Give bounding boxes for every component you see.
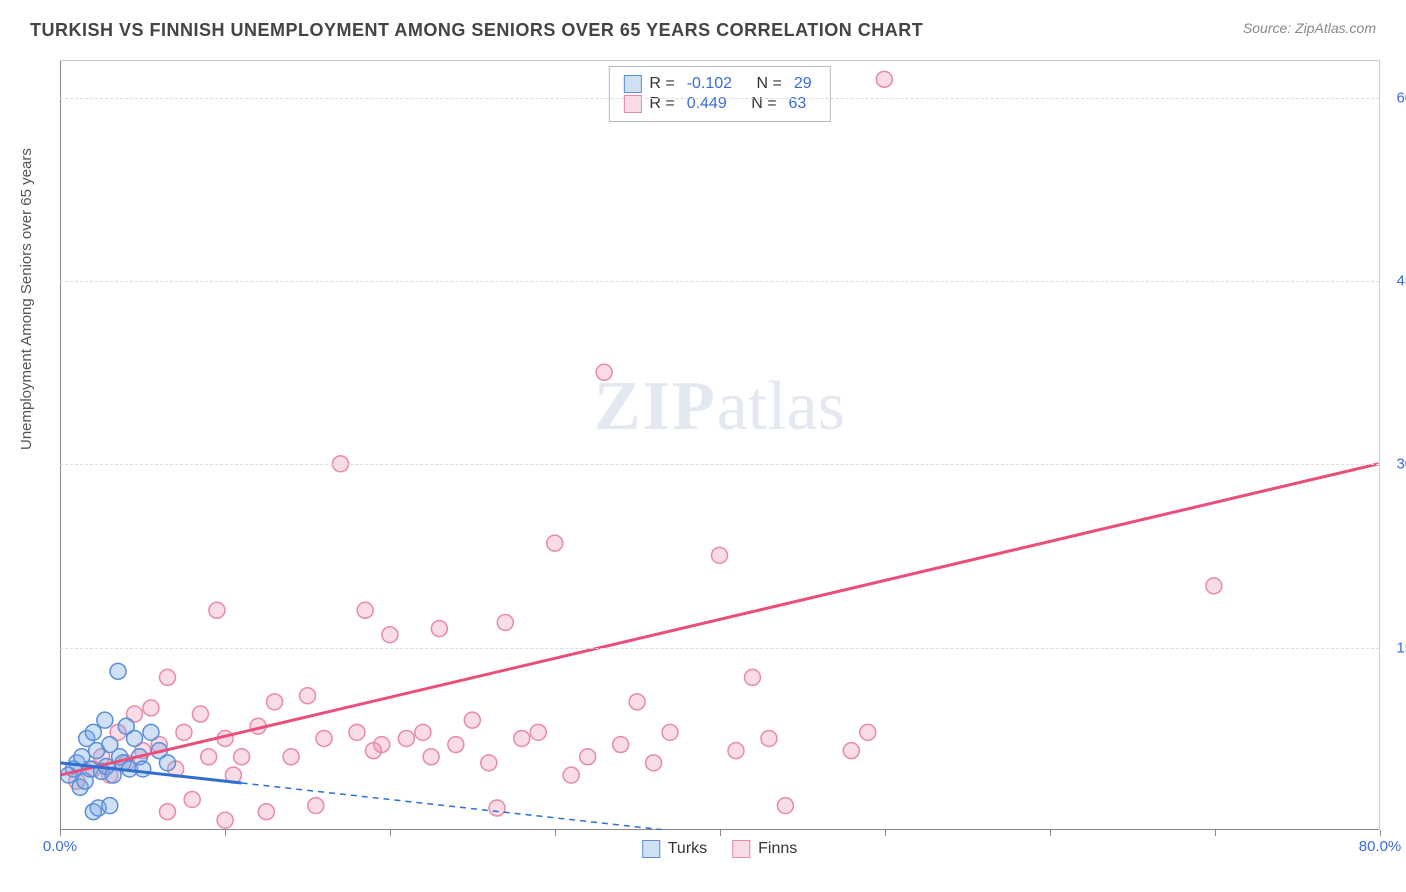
gridline-h <box>60 281 1379 282</box>
finns-point <box>497 615 513 631</box>
trend-line <box>60 464 1378 775</box>
gridline-h <box>60 98 1379 99</box>
finns-point <box>159 804 175 820</box>
x-tick-label: 0.0% <box>43 838 77 855</box>
finns-point <box>876 71 892 87</box>
finns-point <box>267 694 283 710</box>
finns-point <box>580 749 596 765</box>
finns-point <box>308 798 324 814</box>
finns-point <box>613 737 629 753</box>
turks-point <box>97 712 113 728</box>
finns-point <box>374 737 390 753</box>
legend-item-finns: Finns <box>732 840 797 858</box>
finns-point <box>629 694 645 710</box>
y-tick-label: 30.0% <box>1384 456 1406 473</box>
x-tick-mark <box>1050 830 1051 836</box>
turks-point <box>127 730 143 746</box>
finns-point <box>423 749 439 765</box>
y-tick-label: 60.0% <box>1384 89 1406 106</box>
finns-point <box>843 743 859 759</box>
y-axis-label: Unemployment Among Seniors over 65 years <box>18 148 35 450</box>
gridline-h <box>60 648 1379 649</box>
y-tick-label: 15.0% <box>1384 639 1406 656</box>
turks-point <box>110 663 126 679</box>
x-tick-mark <box>720 830 721 836</box>
x-tick-mark <box>225 830 226 836</box>
finns-point <box>201 749 217 765</box>
finns-point <box>283 749 299 765</box>
finns-point <box>415 724 431 740</box>
gridline-h <box>60 464 1379 465</box>
finns-point <box>184 791 200 807</box>
turks-point <box>143 724 159 740</box>
chart-title: TURKISH VS FINNISH UNEMPLOYMENT AMONG SE… <box>30 20 923 41</box>
turks-point <box>102 798 118 814</box>
finns-point <box>217 812 233 828</box>
finns-point <box>514 730 530 746</box>
finns-point <box>209 602 225 618</box>
turks-point <box>135 761 151 777</box>
finns-point <box>300 688 316 704</box>
chart-area: ZIPatlas R = -0.102 N = 29 R = 0.449 N =… <box>60 60 1380 830</box>
finns-point <box>159 669 175 685</box>
finns-point <box>143 700 159 716</box>
finns-point <box>464 712 480 728</box>
finns-point <box>234 749 250 765</box>
finns-point <box>712 547 728 563</box>
series-legend: Turks Finns <box>642 840 798 858</box>
chart-source: Source: ZipAtlas.com <box>1243 20 1376 36</box>
finns-point <box>728 743 744 759</box>
x-tick-mark <box>885 830 886 836</box>
finns-point <box>662 724 678 740</box>
finns-point <box>316 730 332 746</box>
turks-point <box>85 724 101 740</box>
finns-point <box>357 602 373 618</box>
finns-point <box>431 621 447 637</box>
chart-header: TURKISH VS FINNISH UNEMPLOYMENT AMONG SE… <box>0 0 1406 46</box>
x-tick-mark <box>390 830 391 836</box>
turks-point <box>159 755 175 771</box>
x-tick-mark <box>1215 830 1216 836</box>
finns-point <box>398 730 414 746</box>
x-tick-label: 80.0% <box>1359 838 1402 855</box>
finns-point <box>744 669 760 685</box>
scatter-plot <box>60 61 1379 830</box>
finns-point <box>258 804 274 820</box>
finns-point <box>563 767 579 783</box>
legend-item-turks: Turks <box>642 840 707 858</box>
x-tick-mark <box>555 830 556 836</box>
finns-point <box>176 724 192 740</box>
finns-point <box>382 627 398 643</box>
x-tick-mark <box>1380 830 1381 836</box>
finns-point <box>860 724 876 740</box>
finns-point <box>192 706 208 722</box>
finns-point <box>349 724 365 740</box>
finns-point <box>530 724 546 740</box>
finns-point <box>646 755 662 771</box>
finns-point <box>777 798 793 814</box>
finns-point <box>1206 578 1222 594</box>
x-tick-mark <box>60 830 61 836</box>
finns-point <box>481 755 497 771</box>
finns-point <box>489 800 505 816</box>
finns-point <box>547 535 563 551</box>
finns-point <box>596 364 612 380</box>
y-tick-label: 45.0% <box>1384 273 1406 290</box>
finns-point <box>761 730 777 746</box>
finns-point <box>448 737 464 753</box>
